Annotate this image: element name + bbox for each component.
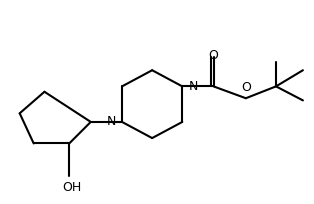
Text: N: N xyxy=(107,115,116,129)
Text: O: O xyxy=(208,49,219,62)
Text: N: N xyxy=(189,80,198,93)
Text: OH: OH xyxy=(62,181,81,194)
Text: O: O xyxy=(241,81,251,94)
